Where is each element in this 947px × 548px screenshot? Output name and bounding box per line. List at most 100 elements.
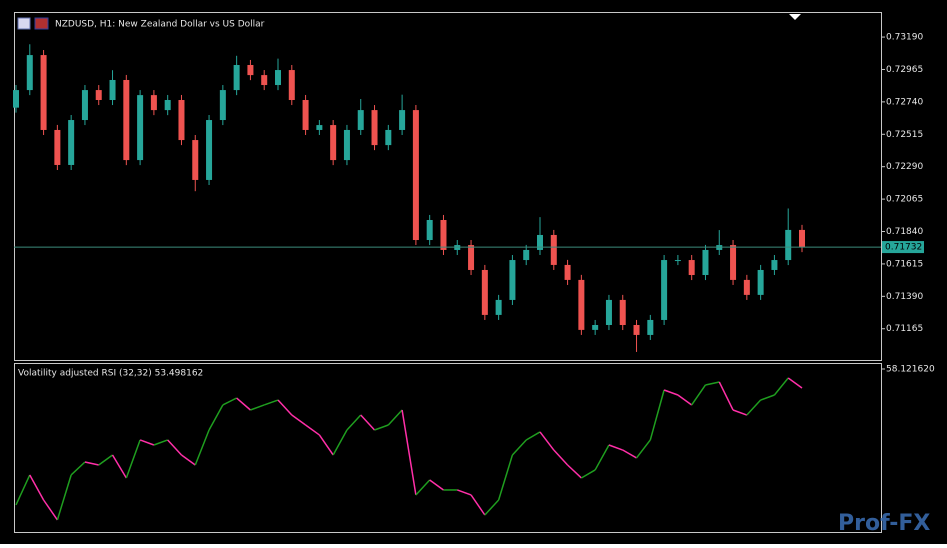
rsi-segment xyxy=(167,439,183,456)
candle-body xyxy=(40,55,47,130)
rsi-segment xyxy=(429,479,444,491)
candle-body xyxy=(316,125,323,130)
y-tick-label: 0.71165 xyxy=(886,324,923,334)
rsi-segment xyxy=(622,449,637,459)
candle-body xyxy=(109,79,116,101)
candle-body xyxy=(702,249,709,276)
rsi-segment xyxy=(401,409,417,496)
current-price-label: 0.71732 xyxy=(885,243,922,253)
main-title: NZDUSD, H1: New Zealand Dollar vs US Dol… xyxy=(55,20,265,30)
rsi-segment xyxy=(111,454,127,479)
y-tick-label: 0.72740 xyxy=(886,97,923,107)
candle-body xyxy=(178,100,185,141)
rsi-segment xyxy=(497,454,514,501)
candle-body xyxy=(481,269,488,315)
candle-body xyxy=(247,65,254,76)
candle-body xyxy=(661,260,668,320)
rsi-segment xyxy=(746,399,762,416)
shift-marker xyxy=(789,14,801,20)
rsi-segment xyxy=(153,439,168,446)
candle-body xyxy=(385,129,392,146)
rsi-segment xyxy=(70,461,86,476)
candle-body xyxy=(619,299,626,325)
rsi-segment xyxy=(718,381,734,411)
candle-body xyxy=(95,90,102,101)
rsi-segment xyxy=(15,474,31,506)
candle-body xyxy=(523,249,530,261)
rsi-segment xyxy=(580,469,596,479)
y-tick-label: 0.72290 xyxy=(886,162,923,172)
candle-body xyxy=(123,79,130,161)
icon-chart xyxy=(17,17,31,30)
y-tick-label: 0.72965 xyxy=(886,65,923,75)
rsi-segment xyxy=(760,394,775,401)
rsi-segment xyxy=(56,474,72,521)
candle-body xyxy=(578,279,585,330)
rsi-segment xyxy=(291,414,307,426)
candle-body xyxy=(26,55,33,91)
candle-body xyxy=(757,269,764,295)
y-tick-label: 0.72515 xyxy=(886,130,923,140)
candle-body xyxy=(730,245,737,280)
candle-body xyxy=(426,219,433,241)
rsi-segment xyxy=(484,499,500,516)
candle-body xyxy=(357,110,364,130)
candle-body xyxy=(647,319,654,335)
rsi-segment xyxy=(525,431,541,441)
candle-body xyxy=(688,260,695,276)
rsi-segment xyxy=(263,399,279,406)
candle-body xyxy=(330,125,337,161)
candle-body xyxy=(537,234,543,250)
rsi-segment xyxy=(222,397,237,406)
candle-body xyxy=(771,260,778,270)
candle-body xyxy=(219,90,226,121)
candle-body xyxy=(743,279,750,295)
rsi-segment xyxy=(305,424,320,436)
watermark: Prof-FX xyxy=(838,511,930,536)
candle-body xyxy=(192,140,199,180)
rsi-segment xyxy=(181,454,196,466)
candle-body xyxy=(164,100,171,111)
rsi-segment xyxy=(415,479,431,496)
rsi-segment xyxy=(705,381,720,386)
rsi-segment xyxy=(194,429,210,466)
rsi-segment xyxy=(567,464,582,479)
y-tick-label: 0.71615 xyxy=(886,259,923,269)
candle-body xyxy=(343,129,350,161)
rsi-segment xyxy=(635,439,651,459)
candle-body xyxy=(468,245,475,270)
rsi-segment xyxy=(125,439,141,479)
y-tick-label: 0.71390 xyxy=(886,292,923,302)
rsi-segment xyxy=(332,429,348,456)
rsi-segment xyxy=(511,439,527,456)
rsi-segment xyxy=(208,404,224,431)
candle-body xyxy=(495,299,502,315)
y-tick-label: 0.73190 xyxy=(886,33,923,43)
candle-body xyxy=(509,260,516,300)
rsi-segment xyxy=(250,404,265,411)
rsi-segment xyxy=(374,424,389,431)
rsi-segment xyxy=(360,414,376,431)
rsi-segment xyxy=(773,377,789,396)
rsi-segment xyxy=(236,397,251,411)
rsi-segment xyxy=(457,489,472,496)
rsi-segment xyxy=(387,409,403,426)
candle-body xyxy=(137,95,144,161)
rsi-segment xyxy=(732,409,748,416)
y-tick-label: 0.72065 xyxy=(886,195,923,205)
candle-body xyxy=(206,120,213,180)
y-tick-label: 58.121620 xyxy=(886,365,935,375)
rsi-title: Volatility adjusted RSI (32,32) 53.49816… xyxy=(18,369,203,379)
candle-body xyxy=(275,70,281,86)
rsi-segment xyxy=(139,439,155,446)
candle-body xyxy=(233,65,240,91)
rsi-segment xyxy=(42,499,58,521)
current-price-box xyxy=(882,241,924,254)
rsi-segment xyxy=(677,394,693,406)
rsi-segment xyxy=(318,434,334,456)
rsi-segment xyxy=(787,377,803,389)
rsi-segment xyxy=(98,454,113,466)
